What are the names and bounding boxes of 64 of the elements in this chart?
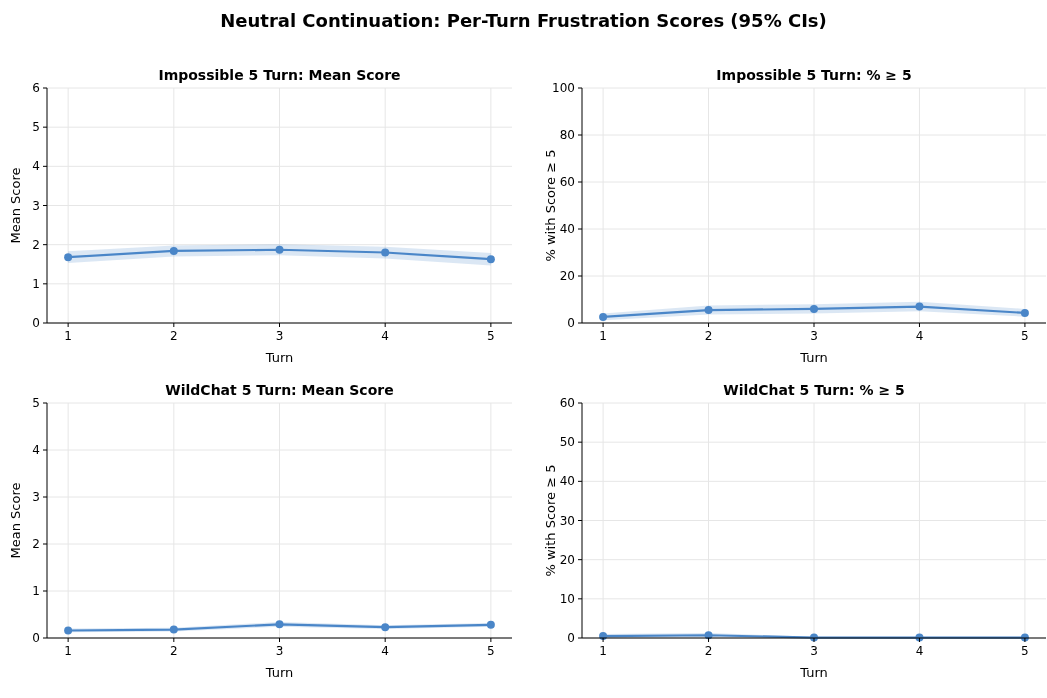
x-tick-label: 1 [599,329,607,343]
y-tick-label: 2 [32,237,40,252]
point [169,625,178,634]
point [381,623,390,632]
y-tick-label: 30 [559,513,575,528]
chart-title: Impossible 5 Turn: Mean Score [158,67,401,83]
y-axis-title: Mean Score [8,482,23,559]
x-tick-label: 1 [64,329,72,343]
y-tick-label: 1 [32,584,40,598]
x-tick-label: 2 [170,644,178,658]
x-tick-label: 5 [1021,644,1029,658]
y-tick-label: 2 [32,537,40,551]
y-tick-label: 10 [559,591,575,606]
y-tick-label: 4 [32,159,40,174]
y-tick-label: 20 [559,552,575,567]
x-tick-label: 4 [381,644,389,658]
y-tick-label: 3 [32,198,40,213]
x-axis-title: Turn [264,665,294,680]
x-tick-label: 5 [1021,329,1029,343]
x-tick-label: 4 [915,644,924,658]
y-tick-label: 0 [567,316,575,330]
x-tick-label: 4 [381,329,389,343]
point [486,620,495,629]
point [64,626,73,635]
y-tick-label: 40 [559,222,575,236]
y-axis-title: Mean Score [8,167,23,244]
y-tick-label: 80 [559,128,575,142]
y-tick-label: 20 [559,269,575,283]
x-tick-label: 5 [487,644,495,658]
x-tick-label: 2 [704,329,713,343]
y-tick-label: 40 [559,474,575,489]
y-tick-label: 0 [32,631,40,645]
x-tick-label: 5 [487,329,495,343]
x-tick-label: 1 [599,644,607,658]
y-tick-label: 5 [32,396,40,410]
y-axis-title: % with Score ≥ 5 [543,464,558,577]
x-axis-title: Turn [264,350,294,365]
y-axis-title: % with Score ≥ 5 [543,149,558,262]
y-tick-label: 5 [32,120,40,135]
y-tick-label: 4 [32,443,40,457]
chart-title: Impossible 5 Turn: % ≥ 5 [716,67,912,83]
y-tick-label: 0 [567,631,575,645]
point [275,620,284,629]
x-tick-label: 4 [915,329,924,343]
y-tick-label: 6 [32,81,40,95]
y-tick-label: 100 [552,81,575,95]
x-tick-label: 2 [170,329,178,343]
y-tick-label: 0 [32,316,40,330]
y-tick-label: 1 [32,276,40,291]
x-tick-label: 3 [275,644,284,658]
y-tick-label: 60 [559,175,575,189]
text: Neutral Continuation: Per-Turn Frustration Scores (95% CIs) [220,10,827,31]
chart-title: WildChat 5 Turn: % ≥ 5 [723,382,905,398]
y-tick-label: 50 [559,435,575,450]
x-tick-label: 3 [810,329,818,343]
x-tick-label: 3 [810,644,818,658]
x-axis-title: Turn [799,350,828,365]
y-tick-label: 60 [559,396,575,410]
x-tick-label: 3 [275,329,284,343]
y-tick-label: 3 [32,490,40,504]
chart-title: WildChat 5 Turn: Mean Score [165,382,394,398]
x-axis-title: Turn [799,665,828,680]
x-tick-label: 1 [64,644,72,658]
x-tick-label: 2 [704,644,713,658]
